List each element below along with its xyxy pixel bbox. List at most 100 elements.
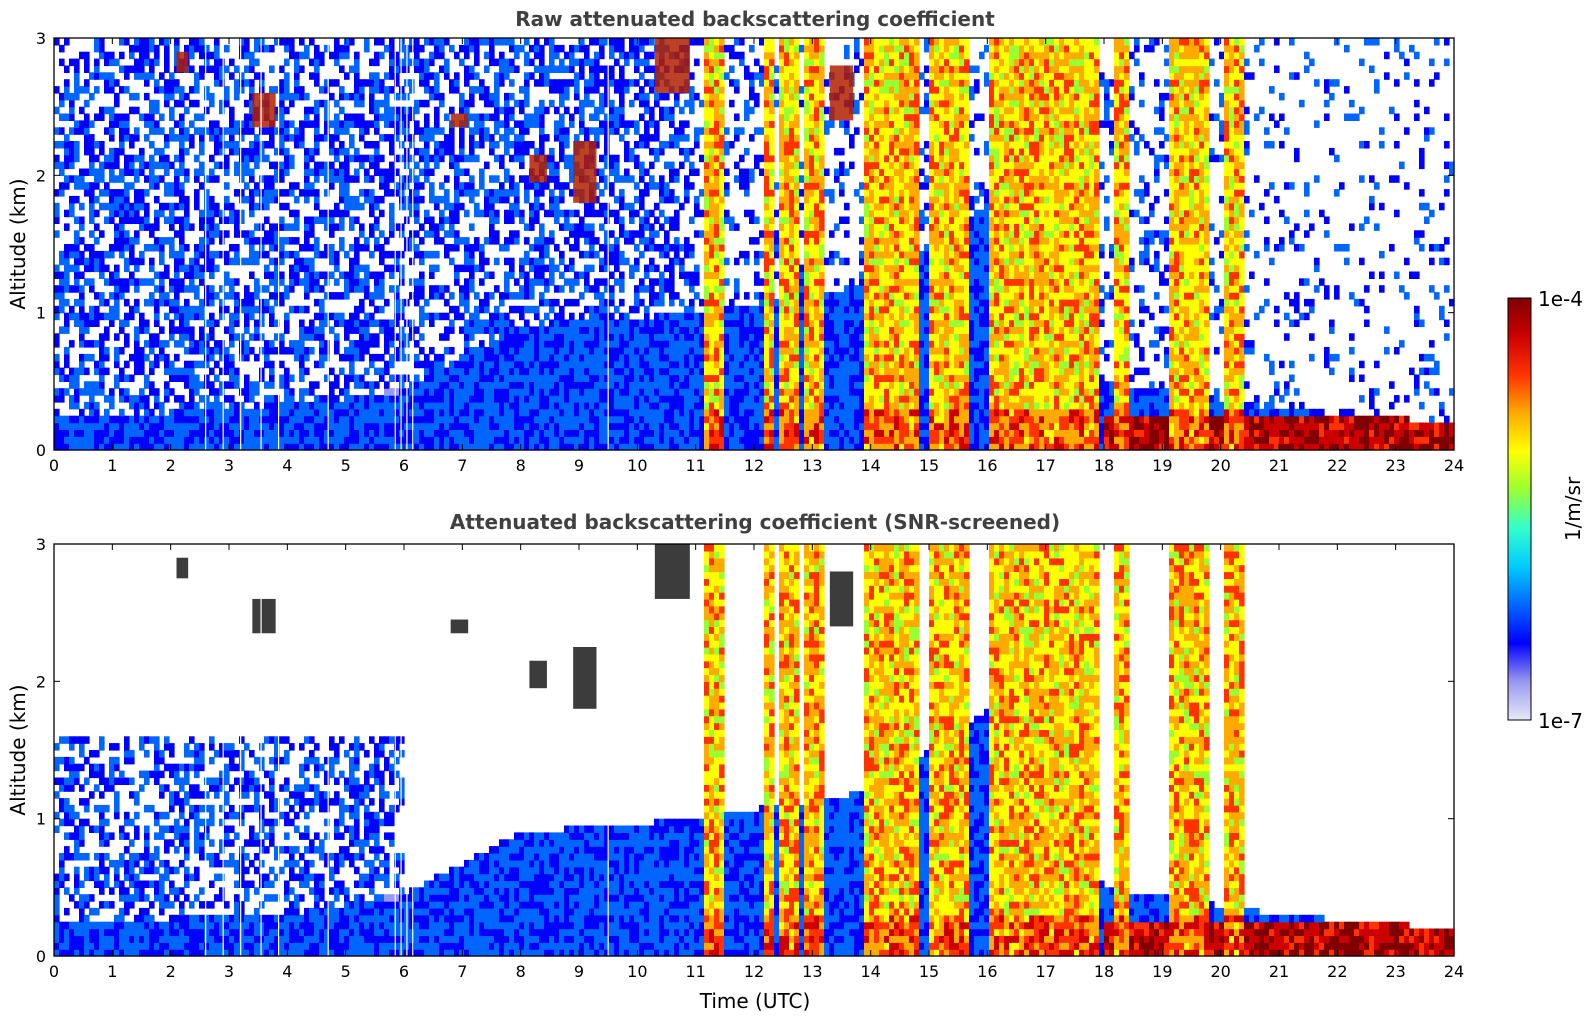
heatmap-cell bbox=[164, 216, 170, 224]
heatmap-cell bbox=[619, 408, 625, 417]
heatmap-cell bbox=[684, 271, 690, 279]
heatmap-cell bbox=[454, 230, 460, 238]
heatmap-cell bbox=[189, 326, 195, 334]
heatmap-cell bbox=[334, 333, 340, 341]
heatmap-cell bbox=[569, 395, 575, 403]
heatmap-cell bbox=[374, 395, 380, 403]
heatmap-cell bbox=[519, 264, 525, 273]
heatmap-cell bbox=[294, 182, 300, 190]
heatmap-cell bbox=[224, 195, 230, 204]
heatmap-cell bbox=[159, 401, 165, 410]
heatmap-cell bbox=[609, 312, 615, 321]
heatmap-cell bbox=[229, 395, 235, 403]
heatmap-cell bbox=[509, 264, 515, 273]
heatmap-cell bbox=[399, 127, 405, 135]
heatmap-cell bbox=[589, 415, 595, 424]
heatmap-cell bbox=[479, 381, 485, 389]
heatmap-cell bbox=[419, 443, 425, 451]
heatmap-cell bbox=[204, 353, 210, 362]
heatmap-cell bbox=[299, 319, 305, 327]
heatmap-cell bbox=[99, 189, 105, 197]
heatmap-cell bbox=[64, 415, 70, 424]
heatmap-cell bbox=[204, 401, 210, 410]
heatmap-cell bbox=[114, 333, 120, 341]
heatmap-cell bbox=[234, 79, 240, 87]
heatmap-cell bbox=[609, 99, 615, 108]
heatmap-cell bbox=[484, 51, 490, 60]
heatmap-cell bbox=[594, 86, 600, 94]
heatmap-cell bbox=[449, 202, 455, 211]
heatmap-cell bbox=[674, 333, 680, 341]
heatmap-cell bbox=[149, 436, 155, 444]
heatmap-cell bbox=[324, 401, 330, 410]
heatmap-cell bbox=[344, 422, 350, 430]
heatmap-cell bbox=[449, 395, 455, 403]
heatmap-cell bbox=[64, 154, 70, 163]
heatmap-cell bbox=[609, 333, 615, 341]
heatmap-cell bbox=[569, 113, 575, 121]
heatmap-cell bbox=[129, 141, 135, 149]
heatmap-cell bbox=[649, 333, 655, 341]
heatmap-cell bbox=[664, 422, 670, 430]
heatmap-cell bbox=[349, 195, 355, 204]
heatmap-cell bbox=[569, 51, 575, 60]
heatmap-cell bbox=[614, 333, 620, 341]
heatmap-cell bbox=[89, 340, 95, 348]
heatmap-cell bbox=[119, 347, 125, 355]
heatmap-cell bbox=[484, 202, 490, 211]
heatmap-cell bbox=[524, 347, 530, 355]
heatmap-cell bbox=[294, 401, 300, 410]
heatmap-cell bbox=[574, 415, 580, 424]
heatmap-cell bbox=[439, 237, 445, 245]
heatmap-cell bbox=[474, 51, 480, 60]
heatmap-cell bbox=[339, 106, 345, 115]
heatmap-cell bbox=[109, 79, 115, 87]
heatmap-cell bbox=[164, 79, 170, 87]
heatmap-cell bbox=[239, 216, 245, 224]
heatmap-cell bbox=[134, 106, 140, 115]
heatmap-cell bbox=[324, 319, 330, 327]
heatmap-cell bbox=[144, 395, 150, 403]
heatmap-cell bbox=[299, 244, 305, 252]
heatmap-cell bbox=[629, 230, 635, 238]
heatmap-cell bbox=[234, 223, 240, 231]
heatmap-cell bbox=[644, 340, 650, 348]
heatmap-cell bbox=[374, 195, 380, 204]
heatmap-cell bbox=[264, 381, 270, 389]
heatmap-cell bbox=[459, 422, 465, 430]
heatmap-cell bbox=[364, 429, 370, 437]
heatmap-cell bbox=[599, 244, 605, 252]
heatmap-cell bbox=[349, 374, 355, 382]
heatmap-cell bbox=[484, 298, 490, 307]
heatmap-cell bbox=[149, 141, 155, 149]
heatmap-cell bbox=[549, 189, 555, 197]
heatmap-cell bbox=[244, 237, 250, 245]
heatmap-cell bbox=[654, 134, 660, 142]
heatmap-cell bbox=[614, 44, 620, 53]
heatmap-cell bbox=[484, 209, 490, 218]
heatmap-cell bbox=[659, 285, 665, 293]
heatmap-cell bbox=[289, 134, 295, 142]
heatmap-cell bbox=[574, 333, 580, 341]
heatmap-cell bbox=[614, 381, 620, 389]
heatmap-cell bbox=[339, 237, 345, 245]
heatmap-cell bbox=[69, 401, 75, 410]
heatmap-cell bbox=[464, 292, 470, 300]
heatmap-cell bbox=[629, 44, 635, 53]
heatmap-cell bbox=[324, 127, 330, 135]
heatmap-cell bbox=[279, 292, 285, 300]
heatmap-cell bbox=[74, 319, 80, 327]
heatmap-cell bbox=[554, 134, 560, 142]
heatmap-cell bbox=[124, 189, 130, 197]
heatmap-cell bbox=[484, 381, 490, 389]
heatmap-cell bbox=[654, 388, 660, 396]
heatmap-cell bbox=[544, 65, 550, 73]
heatmap-cell bbox=[604, 312, 610, 321]
heatmap-cell bbox=[309, 422, 315, 430]
heatmap-cell bbox=[254, 285, 260, 293]
heatmap-cell bbox=[434, 250, 440, 259]
heatmap-cell bbox=[54, 408, 60, 417]
heatmap-cell bbox=[329, 175, 335, 183]
heatmap-cell bbox=[574, 326, 580, 334]
heatmap-cell bbox=[154, 58, 160, 67]
